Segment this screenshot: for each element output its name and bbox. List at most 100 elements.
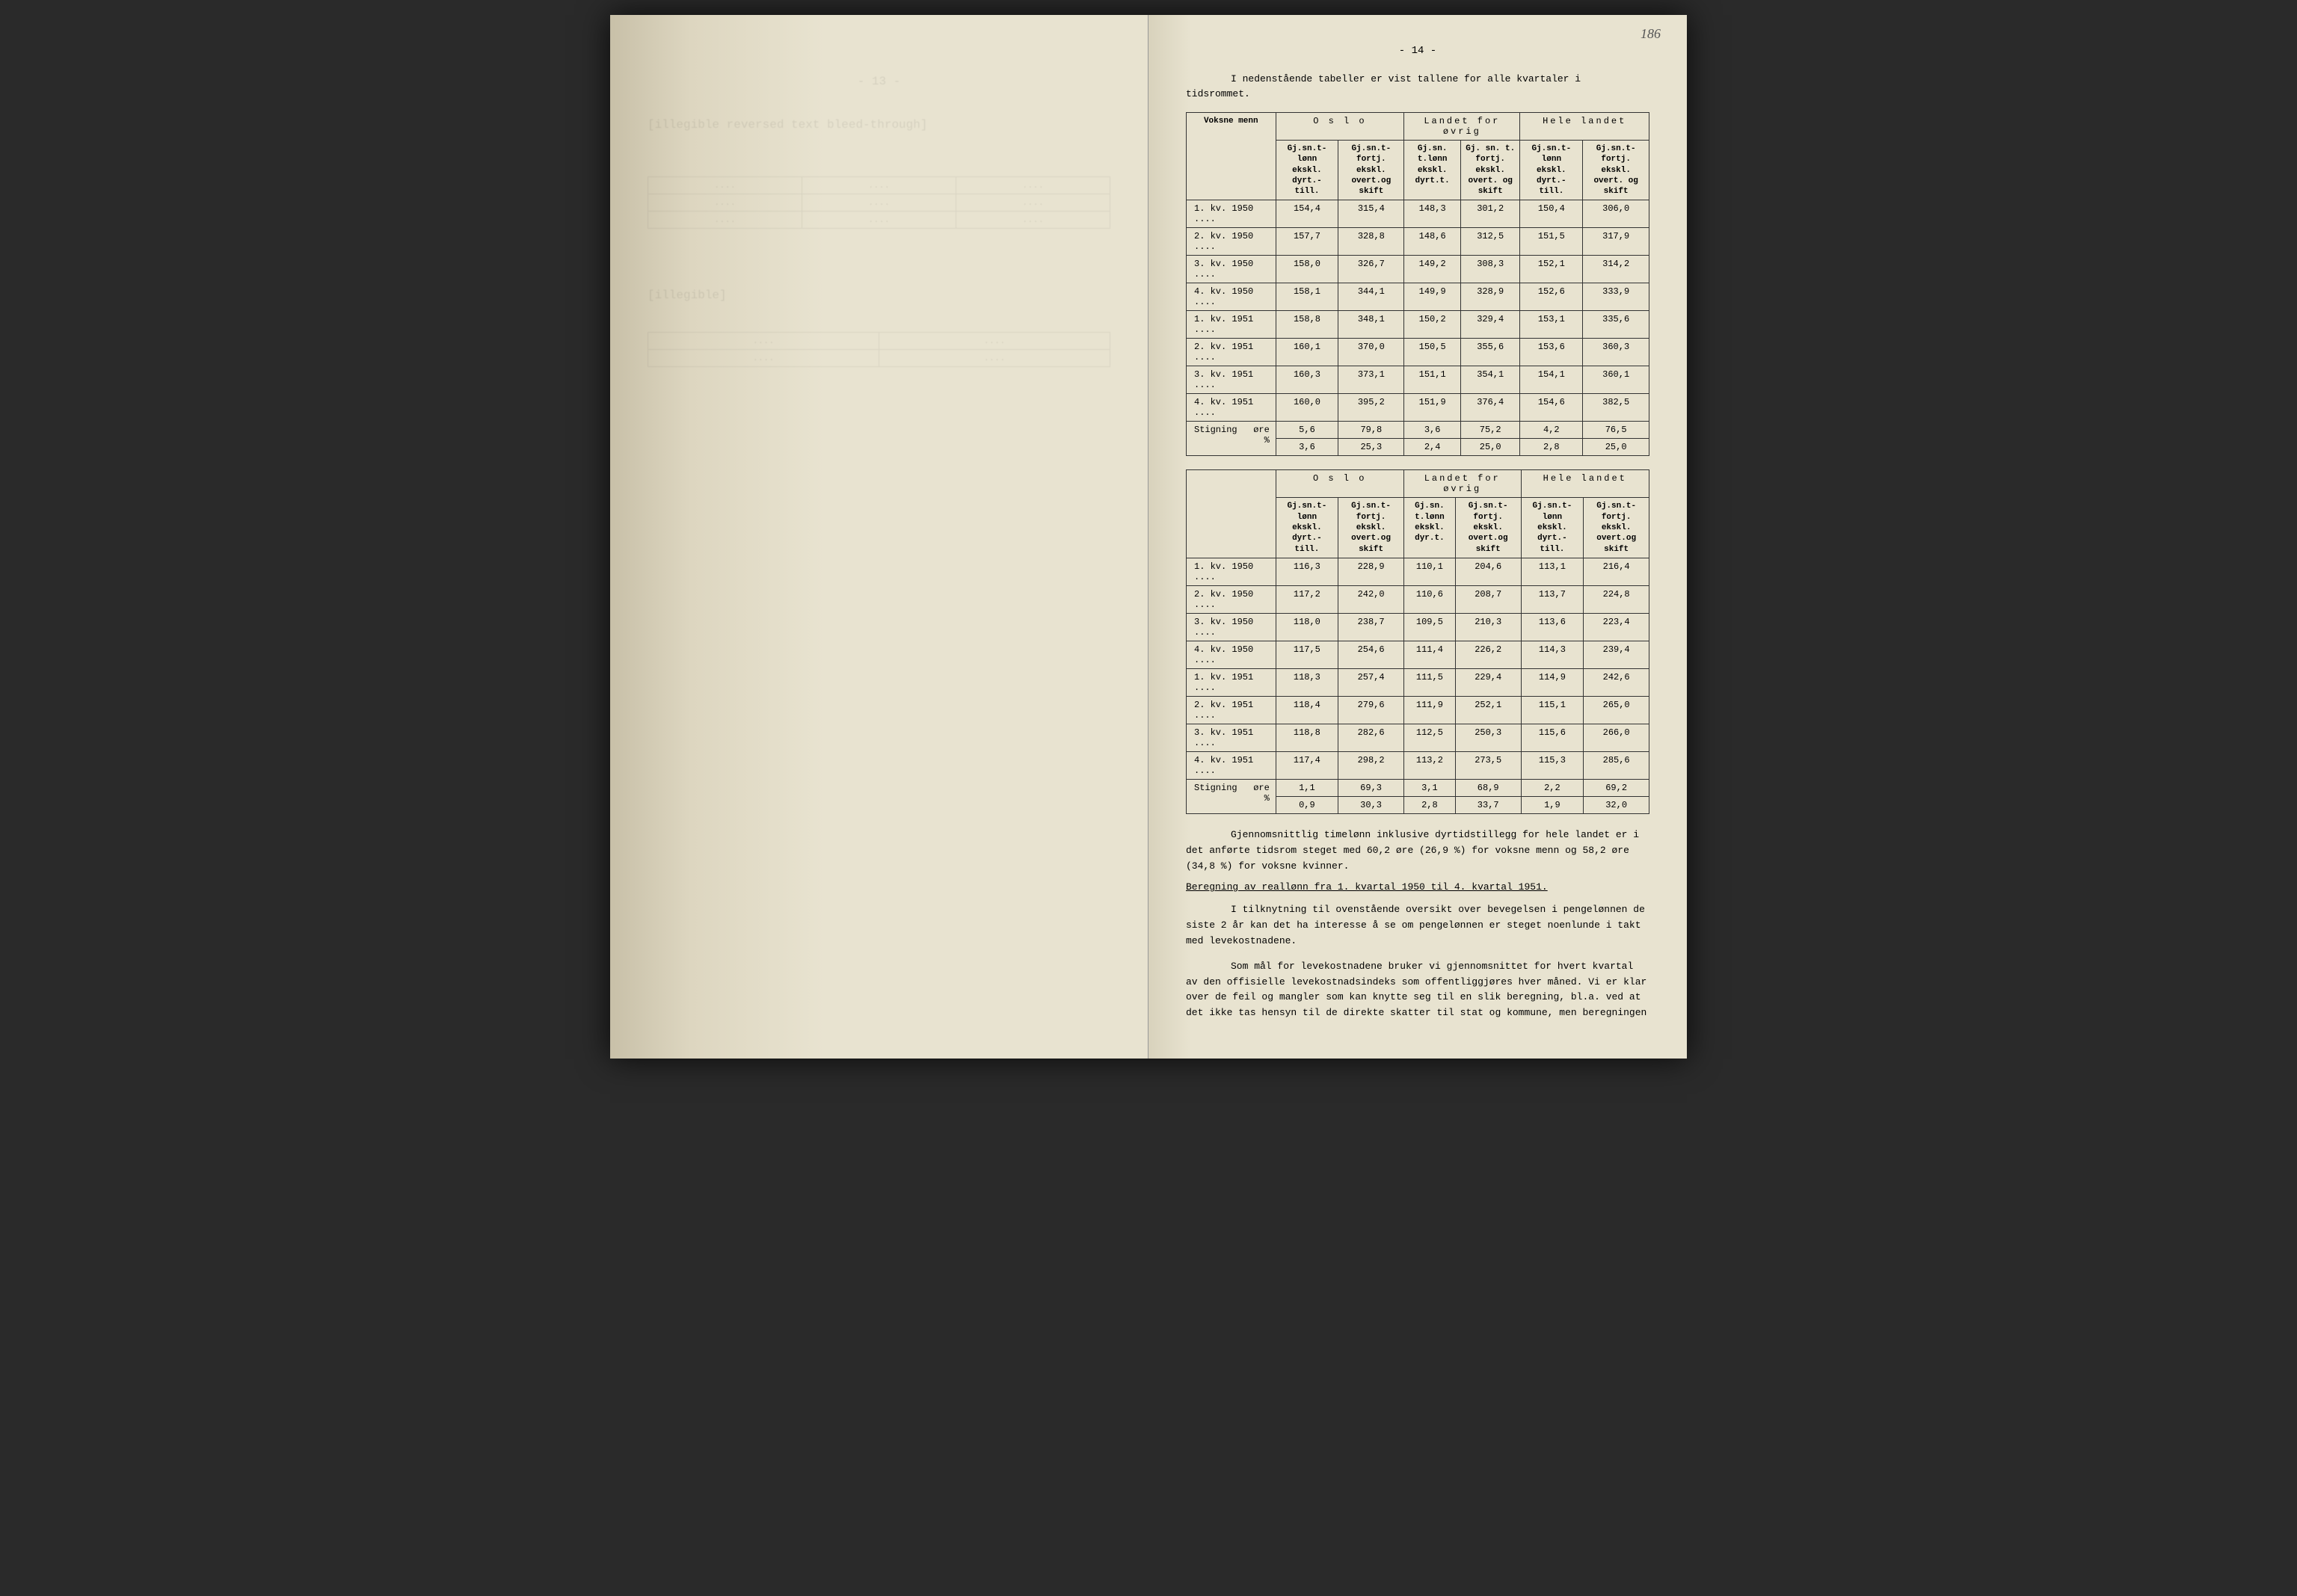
data-cell: 329,4 (1461, 311, 1520, 339)
data-cell: 285,6 (1584, 751, 1649, 779)
data-cell: 328,9 (1461, 283, 1520, 311)
data-cell: 117,2 (1276, 585, 1338, 613)
data-cell: 301,2 (1461, 200, 1520, 228)
col-header: Gj.sn.t-fortj. ekskl. overt.og skift (1338, 141, 1404, 200)
data-cell: 355,6 (1461, 339, 1520, 366)
row-label: 2. kv. 1951 .... (1187, 339, 1276, 366)
data-cell: 344,1 (1338, 283, 1404, 311)
data-cell: 114,3 (1521, 641, 1584, 668)
data-cell: 32,0 (1584, 796, 1649, 813)
data-cell: 69,3 (1338, 779, 1404, 796)
data-cell: 160,1 (1276, 339, 1338, 366)
col-header: Gj.sn. t.lønn ekskl. dyrt.t. (1404, 141, 1461, 200)
data-cell: 154,6 (1520, 394, 1583, 422)
data-cell: 152,6 (1520, 283, 1583, 311)
col-header: Gj.sn. t.lønn ekskl. dyr.t. (1403, 498, 1455, 558)
data-cell: 223,4 (1584, 613, 1649, 641)
table-row: 4. kv. 1951 ....117,4298,2113,2273,5115,… (1187, 751, 1649, 779)
table-row: 3. kv. 1950 ....158,0326,7149,2308,3152,… (1187, 256, 1649, 283)
col-header: Gj.sn.t-fortj. ekskl. overt.og skift (1338, 498, 1404, 558)
data-cell: 154,1 (1520, 366, 1583, 394)
data-cell: 3,6 (1276, 439, 1338, 456)
data-cell: 113,6 (1521, 613, 1584, 641)
data-cell: 25,0 (1461, 439, 1520, 456)
stigning-label: Stigning øre % (1187, 422, 1276, 456)
data-cell: 314,2 (1583, 256, 1649, 283)
data-cell: 151,5 (1520, 228, 1583, 256)
data-cell: 118,8 (1276, 724, 1338, 751)
data-cell: 113,2 (1403, 751, 1455, 779)
data-cell: 298,2 (1338, 751, 1404, 779)
row-label: 1. kv. 1951 .... (1187, 311, 1276, 339)
data-cell: 328,8 (1338, 228, 1404, 256)
handwritten-folio: 186 (1641, 26, 1661, 42)
summary-paragraph: Gjennomsnittlig timelønn inklusive dyrti… (1186, 828, 1649, 874)
data-cell: 265,0 (1584, 696, 1649, 724)
data-cell: 360,3 (1583, 339, 1649, 366)
row-label: 2. kv. 1951 .... (1187, 696, 1276, 724)
col-header: Gj.sn.t-lønn ekskl. dyrt.-till. (1276, 141, 1338, 200)
book-spread: - 13 - [illegible reversed text bleed-th… (610, 15, 1687, 1059)
data-cell: 150,2 (1404, 311, 1461, 339)
data-cell: 118,4 (1276, 696, 1338, 724)
col-header: Gj.sn.t-lønn ekskl. dyrt.-till. (1276, 498, 1338, 558)
data-cell: 158,0 (1276, 256, 1338, 283)
data-cell: 25,3 (1338, 439, 1404, 456)
group-hele: Hele landet (1521, 470, 1649, 498)
data-cell: 224,8 (1584, 585, 1649, 613)
data-cell: 158,1 (1276, 283, 1338, 311)
row-header-label: Voksne menn (1187, 113, 1276, 200)
data-cell: 148,6 (1404, 228, 1461, 256)
data-cell: 326,7 (1338, 256, 1404, 283)
table-row: 4. kv. 1950 ....117,5254,6111,4226,2114,… (1187, 641, 1649, 668)
table-row: 4. kv. 1951 ....160,0395,2151,9376,4154,… (1187, 394, 1649, 422)
row-label: 3. kv. 1951 .... (1187, 724, 1276, 751)
data-cell: 114,9 (1521, 668, 1584, 696)
data-cell: 160,3 (1276, 366, 1338, 394)
data-cell: 76,5 (1583, 422, 1649, 439)
stigning-row: Stigning øre %5,679,83,675,24,276,5 (1187, 422, 1649, 439)
data-cell: 79,8 (1338, 422, 1404, 439)
data-cell: 282,6 (1338, 724, 1404, 751)
data-cell: 115,6 (1521, 724, 1584, 751)
data-cell: 117,4 (1276, 751, 1338, 779)
data-cell: 113,1 (1521, 558, 1584, 585)
table-row: 1. kv. 1951 ....118,3257,4111,5229,4114,… (1187, 668, 1649, 696)
group-landet: Landet for øvrig (1404, 113, 1520, 141)
data-cell: 3,6 (1404, 422, 1461, 439)
data-cell: 112,5 (1403, 724, 1455, 751)
col-header: Gj.sn.t-lønn ekskl. dyrt.-till. (1520, 141, 1583, 200)
row-label: 3. kv. 1951 .... (1187, 366, 1276, 394)
data-cell: 317,9 (1583, 228, 1649, 256)
data-cell: 25,0 (1583, 439, 1649, 456)
data-cell: 395,2 (1338, 394, 1404, 422)
data-cell: 252,1 (1455, 696, 1521, 724)
data-cell: 115,1 (1521, 696, 1584, 724)
data-cell: 250,3 (1455, 724, 1521, 751)
table-voksne-menn: Voksne menn O s l o Landet for øvrig Hel… (1186, 112, 1649, 456)
bleed-through-content: - 13 - [illegible reversed text bleed-th… (648, 75, 1110, 367)
col-header: Gj.sn.t-fortj. ekskl. overt.og skift (1455, 498, 1521, 558)
row-label: 1. kv. 1950 .... (1187, 558, 1276, 585)
data-cell: 279,6 (1338, 696, 1404, 724)
stigning-row: Stigning øre %1,169,33,168,92,269,2 (1187, 779, 1649, 796)
data-cell: 69,2 (1584, 779, 1649, 796)
table-row: 1. kv. 1950 ....154,4315,4148,3301,2150,… (1187, 200, 1649, 228)
intro-paragraph: I nedenstående tabeller er vist tallene … (1186, 72, 1649, 101)
data-cell: 2,2 (1521, 779, 1584, 796)
data-cell: 2,8 (1520, 439, 1583, 456)
data-cell: 153,1 (1520, 311, 1583, 339)
data-cell: 148,3 (1404, 200, 1461, 228)
row-header-empty (1187, 470, 1276, 558)
table-row: 2. kv. 1950 ....117,2242,0110,6208,7113,… (1187, 585, 1649, 613)
row-label: 4. kv. 1950 .... (1187, 283, 1276, 311)
data-cell: 216,4 (1584, 558, 1649, 585)
group-oslo: O s l o (1276, 470, 1403, 498)
row-label: 2. kv. 1950 .... (1187, 228, 1276, 256)
data-cell: 2,8 (1403, 796, 1455, 813)
data-cell: 335,6 (1583, 311, 1649, 339)
body-paragraph: I tilknytning til ovenstående oversikt o… (1186, 902, 1649, 949)
data-cell: 2,4 (1404, 439, 1461, 456)
data-cell: 373,1 (1338, 366, 1404, 394)
row-label: 2. kv. 1950 .... (1187, 585, 1276, 613)
